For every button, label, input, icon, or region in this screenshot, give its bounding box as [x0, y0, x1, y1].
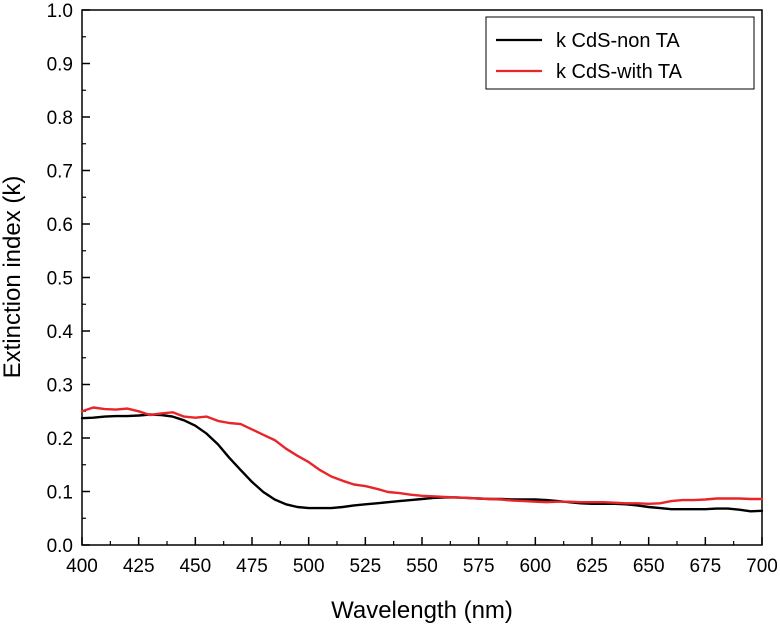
x-tick-label: 700: [746, 556, 778, 577]
x-tick-label: 600: [519, 556, 551, 577]
y-tick-label: 0.7: [47, 162, 73, 183]
y-tick-label: 0.2: [47, 429, 73, 450]
x-tick-label: 550: [406, 556, 438, 577]
x-tick-label: 400: [66, 556, 98, 577]
x-tick-label: 650: [633, 556, 665, 577]
legend: k CdS-non TA k CdS-with TA: [485, 16, 755, 90]
x-tick-label: 425: [123, 556, 155, 577]
series-line-with-ta: [80, 406, 764, 505]
legend-label-with-ta: k CdS-with TA: [556, 61, 683, 83]
x-tick-label: 500: [293, 556, 325, 577]
x-tick-label: 625: [576, 556, 608, 577]
y-axis-ticks: 0.0 0.1 0.2 0.3 0.4 0.5 0.6 0.7 0.8 0.9 1.0: [47, 1, 90, 557]
x-tick-label: 525: [349, 556, 381, 577]
y-tick-label: 0.6: [47, 215, 73, 236]
y-tick-label: 0.3: [47, 376, 73, 397]
y-tick-label: 0.8: [47, 108, 73, 129]
x-tick-label: 575: [463, 556, 495, 577]
y-tick-label: 0.9: [47, 55, 73, 76]
y-tick-label: 1.0: [47, 1, 73, 22]
x-axis-title: Wavelength (nm): [331, 597, 513, 624]
series-line-non-ta: [80, 413, 764, 513]
y-axis-title: Extinction index (k): [0, 176, 26, 379]
x-tick-label: 450: [179, 556, 211, 577]
legend-box: [485, 16, 755, 90]
y-tick-label: 0.1: [47, 483, 73, 504]
plot-frame: [81, 9, 763, 546]
y-tick-label: 0.5: [47, 269, 73, 290]
x-tick-label: 475: [236, 556, 268, 577]
x-tick-label: 675: [689, 556, 721, 577]
x-axis-ticks: 400 425 450 475 500 525 550 575 600 625 650 675 700: [66, 537, 778, 577]
y-tick-label: 0.0: [47, 536, 73, 557]
legend-label-non-ta: k CdS-non TA: [556, 30, 680, 52]
y-tick-label: 0.4: [47, 322, 74, 343]
data-series: [80, 406, 764, 513]
